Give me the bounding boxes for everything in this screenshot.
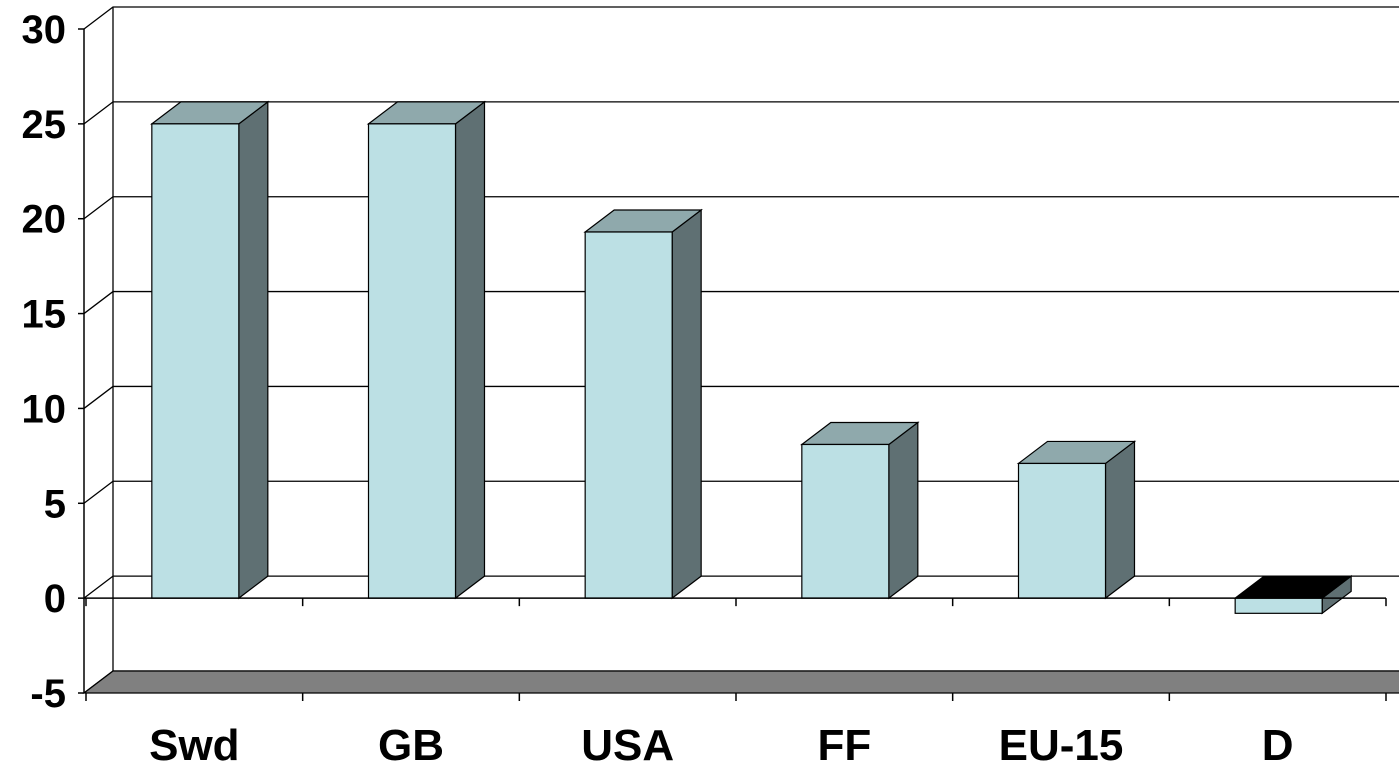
bar-side (888, 421, 919, 600)
x-axis-tick-labels: Swd GB USA FF EU-15 D (149, 721, 1293, 766)
gridline (83, 6, 1399, 30)
x-tick-label: USA (581, 721, 674, 766)
x-tick-label: D (1262, 721, 1294, 766)
bar (1234, 597, 1323, 614)
y-tick-label: 30 (22, 8, 67, 52)
bar (1017, 462, 1107, 599)
gridline (83, 196, 1399, 220)
bar-side (671, 208, 702, 600)
y-tick-label: 20 (22, 198, 67, 242)
y-tick-label: 5 (44, 482, 66, 526)
x-tick-label: Swd (149, 721, 239, 766)
y-axis-tick-labels: 30 25 20 15 10 5 0 -5 (22, 8, 67, 716)
gridline (83, 290, 1399, 315)
gridline (83, 385, 1399, 409)
y-tick-label: 15 (22, 293, 67, 337)
bar (151, 123, 240, 599)
axes (78, 28, 1387, 701)
gridline (83, 575, 1399, 599)
x-tick-label: EU-15 (999, 721, 1124, 766)
y-tick-label: 10 (22, 387, 67, 431)
x-tick-label: GB (378, 721, 444, 766)
floor-plane (82, 670, 1399, 694)
bar-side (1104, 440, 1136, 600)
gridline (83, 101, 1399, 125)
bar (801, 443, 890, 599)
gridlines (83, 6, 1399, 694)
bar-side (454, 100, 486, 600)
bars (150, 100, 1353, 615)
chart-floor (82, 670, 1399, 694)
bar-side (238, 100, 269, 600)
bar (584, 231, 673, 599)
y-tick-label: -5 (30, 672, 66, 716)
y-tick-label: 25 (22, 103, 67, 147)
bar (367, 123, 457, 599)
y-tick-label: 0 (44, 577, 66, 621)
gridline (83, 480, 1399, 504)
x-tick-label: FF (817, 721, 871, 766)
